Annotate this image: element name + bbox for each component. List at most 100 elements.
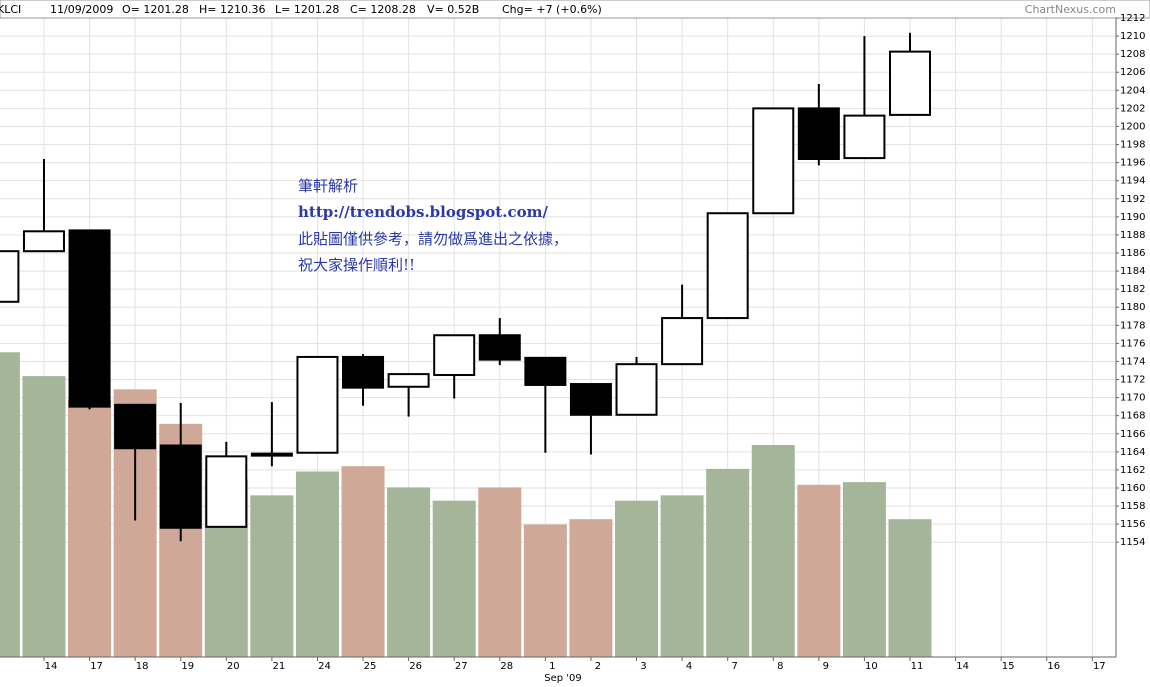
candle-body	[889, 50, 931, 116]
x-tick-label: 1	[549, 661, 555, 672]
header-volume: V= 0.52B	[427, 3, 479, 16]
candle-body	[706, 212, 749, 320]
x-tick-label: 17	[90, 661, 103, 672]
volume-bar	[478, 487, 522, 657]
candle-body	[159, 444, 202, 529]
candle-layer	[0, 32, 931, 542]
volume-bar	[0, 352, 20, 657]
y-tick-label: 1186	[1120, 248, 1145, 259]
volume-bar	[432, 500, 476, 657]
y-tick-label: 1162	[1120, 465, 1145, 476]
candle-body	[296, 355, 339, 454]
candle-body	[797, 107, 840, 160]
y-tick-label: 1188	[1120, 230, 1145, 241]
y-tick-label: 1184	[1120, 266, 1145, 277]
x-tick-label: 27	[455, 661, 468, 672]
annotation: 祝大家操作順利!!	[298, 256, 415, 274]
x-tick-label: 28	[500, 661, 513, 672]
volume-bar	[387, 487, 431, 657]
header-symbol: KLCI	[0, 3, 21, 16]
volume-bar	[842, 482, 886, 657]
candle-body	[205, 455, 248, 528]
y-tick-label: 1196	[1120, 158, 1145, 169]
y-tick-label: 1170	[1120, 393, 1145, 404]
y-tick-label: 1178	[1120, 320, 1145, 331]
y-tick-label: 1172	[1120, 375, 1145, 386]
header-close: C= 1208.28	[350, 3, 416, 16]
x-tick-label: 14	[45, 661, 58, 672]
y-tick-label: 1200	[1120, 121, 1145, 132]
header-low: L= 1201.28	[275, 3, 339, 16]
candle-body	[433, 334, 476, 377]
header-open: O= 1201.28	[122, 3, 189, 16]
y-tick-label: 1156	[1120, 519, 1145, 530]
volume-bar	[797, 484, 841, 657]
x-tick-label: 11	[911, 661, 924, 672]
x-tick-label: 8	[777, 661, 783, 672]
y-tick-label: 1194	[1120, 176, 1145, 187]
volume-bar	[250, 495, 294, 657]
candle-body	[752, 107, 795, 215]
x-tick-label: 24	[318, 661, 331, 672]
y-tick-label: 1198	[1120, 140, 1145, 151]
volume-bar	[341, 466, 385, 657]
volume-bar	[523, 524, 567, 657]
x-tick-label: 19	[181, 661, 194, 672]
x-tick-label: 2	[595, 661, 601, 672]
header-date: 11/09/2009	[50, 3, 113, 16]
y-tick-label: 1160	[1120, 483, 1145, 494]
header-source: ChartNexus.com	[1025, 3, 1116, 16]
y-tick-label: 1192	[1120, 194, 1145, 205]
y-tick-label: 1212	[1120, 13, 1145, 24]
header-change: Chg= +7 (+0.6%)	[502, 3, 602, 16]
y-tick-label: 1202	[1120, 103, 1145, 114]
annotation: 此貼圖僅供參考，請勿做爲進出之依據，	[298, 230, 568, 248]
y-tick-label: 1182	[1120, 284, 1145, 295]
volume-bar	[569, 519, 613, 657]
volume-bar	[888, 519, 932, 657]
x-tick-label: 14	[956, 661, 969, 672]
volume-bar	[615, 500, 659, 657]
x-tick-label: 20	[227, 661, 240, 672]
volume-layer	[0, 352, 932, 657]
candle-body	[661, 317, 704, 366]
candle-body	[843, 114, 886, 160]
header-bar	[0, 0, 1150, 19]
y-tick-label: 1176	[1120, 338, 1145, 349]
annotation: http://trendobs.blogspot.com/	[298, 203, 548, 221]
x-tick-label: 18	[136, 661, 149, 672]
x-tick-label: 7	[731, 661, 737, 672]
y-tick-label: 1208	[1120, 49, 1145, 60]
candle-body	[68, 229, 111, 408]
candle-body	[569, 383, 612, 416]
x-tick-label: 17	[1093, 661, 1106, 672]
annotation: 筆軒解析	[298, 177, 358, 195]
volume-bar	[751, 445, 795, 657]
x-tick-label: 10	[865, 661, 878, 672]
volume-bar	[295, 471, 339, 657]
candle-body	[342, 355, 385, 389]
volume-bar	[660, 495, 704, 657]
y-tick-label: 1154	[1120, 537, 1145, 548]
volume-bar	[68, 399, 112, 657]
x-tick-label: 25	[364, 661, 377, 672]
x-tick-label: 3	[640, 661, 646, 672]
candle-body	[478, 334, 521, 361]
y-tick-label: 1158	[1120, 501, 1145, 512]
x-tick-label: 21	[273, 661, 286, 672]
candle-body	[387, 373, 430, 388]
y-tick-label: 1174	[1120, 356, 1145, 367]
x-tick-label: 15	[1002, 661, 1015, 672]
y-tick-label: 1204	[1120, 85, 1145, 96]
candle-body	[615, 363, 658, 416]
x-tick-label: 4	[686, 661, 692, 672]
y-tick-label: 1206	[1120, 67, 1145, 78]
header-high: H= 1210.36	[199, 3, 265, 16]
y-tick-label: 1210	[1120, 31, 1145, 42]
x-group-label: Sep '09	[544, 673, 582, 684]
y-tick-label: 1166	[1120, 429, 1145, 440]
candle-body	[22, 230, 65, 253]
y-tick-label: 1190	[1120, 212, 1145, 223]
y-tick-label: 1168	[1120, 411, 1145, 422]
